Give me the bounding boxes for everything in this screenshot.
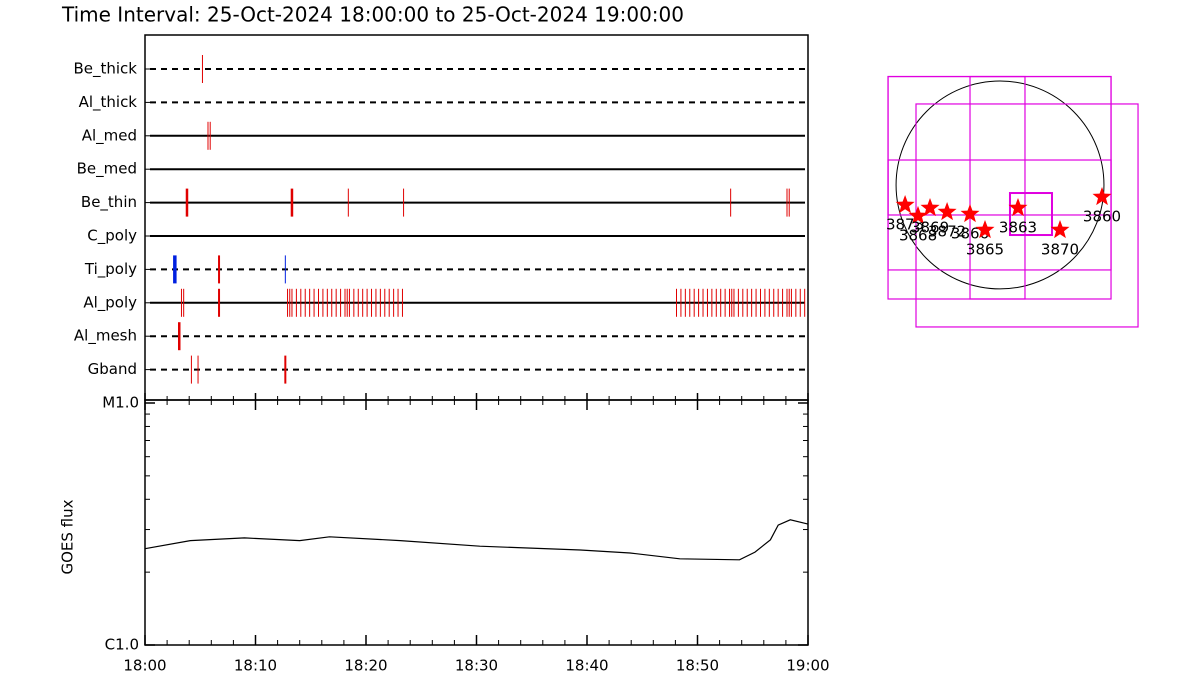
region-star xyxy=(908,205,928,224)
row-label: Be_thick xyxy=(73,60,137,79)
x-tick-label: 18:40 xyxy=(565,657,608,675)
y-tick-label: M1.0 xyxy=(102,394,139,412)
solar-limb xyxy=(895,80,1105,290)
region-star xyxy=(1092,187,1112,206)
y-axis-label: GOES flux xyxy=(59,499,77,574)
region-label: 3869 xyxy=(911,219,949,237)
row-label: Ti_poly xyxy=(84,260,137,279)
y-tick-label: C1.0 xyxy=(105,636,139,654)
goes-frame xyxy=(144,399,809,646)
timeline-frame xyxy=(144,34,809,401)
goes-curve xyxy=(144,519,809,561)
region-label: 3872 xyxy=(928,222,966,240)
region-star xyxy=(920,198,940,217)
fov-box xyxy=(887,75,1112,300)
fov-box xyxy=(969,75,1026,300)
x-tick-label: 18:50 xyxy=(676,657,719,675)
region-label: 3860 xyxy=(1083,207,1121,225)
row-label: Al_thick xyxy=(79,93,138,112)
fov-box xyxy=(1008,192,1053,237)
row-label: Be_thin xyxy=(81,193,137,212)
x-tick-label: 19:00 xyxy=(786,657,829,675)
row-label: Be_med xyxy=(77,160,137,179)
row-label: Gband xyxy=(88,360,137,378)
fov-box xyxy=(887,75,1112,216)
region-label: 3870 xyxy=(1041,240,1079,258)
x-tick-label: 18:00 xyxy=(123,657,166,675)
x-tick-label: 18:20 xyxy=(344,657,387,675)
row-label: Al_med xyxy=(82,126,137,145)
region-star xyxy=(937,202,957,221)
region-star xyxy=(1050,220,1070,239)
region-star xyxy=(895,195,915,214)
row-label: Al_poly xyxy=(83,293,137,312)
region-label: 3868 xyxy=(899,226,937,244)
region-star xyxy=(1008,198,1028,217)
x-tick-label: 18:30 xyxy=(455,657,498,675)
row-label: Al_mesh xyxy=(74,327,137,346)
region-star xyxy=(960,204,980,223)
chart-title: Time Interval: 25-Oct-2024 18:00:00 to 2… xyxy=(61,3,684,27)
region-star xyxy=(975,220,995,239)
region-label: 3865 xyxy=(966,240,1004,258)
region-label: 3863 xyxy=(999,219,1037,237)
row-label: C_poly xyxy=(87,227,137,246)
x-tick-label: 18:10 xyxy=(234,657,277,675)
